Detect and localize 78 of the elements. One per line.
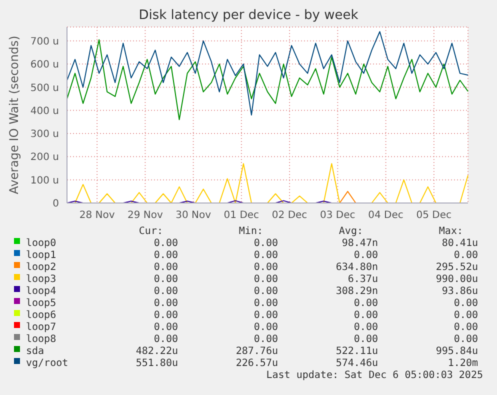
text: 0.00 — [154, 310, 178, 321]
text: 295.52u — [436, 262, 478, 273]
legend-label: vg/root — [26, 358, 68, 369]
text: 0.00 — [454, 250, 478, 261]
text: 6.37u — [348, 274, 378, 285]
text: 0.00 — [354, 298, 378, 309]
legend-label: loop7 — [26, 322, 56, 333]
x-tick-label: 01 Dec — [224, 210, 260, 222]
y-axis-title: Average IO Wait (seconds) — [7, 36, 21, 194]
legend-label: loop0 — [26, 238, 56, 249]
x-tick-label: 05 Dec — [416, 210, 452, 222]
text: 0.00 — [454, 310, 478, 321]
legend-label: sda — [26, 346, 44, 357]
text: 93.86u — [442, 286, 478, 297]
text: 0.00 — [254, 322, 278, 333]
text: Max: — [438, 226, 463, 237]
text: Min: — [238, 226, 263, 237]
text: 0.00 — [254, 334, 278, 345]
text: Last update: Sat Dec 6 05:00:03 2025 — [266, 370, 483, 381]
text: 308.29n — [336, 286, 378, 297]
x-tick-label: 28 Nov — [79, 210, 115, 222]
text: 0.00 — [254, 286, 278, 297]
text: 226.57u — [236, 358, 278, 369]
legend-label: loop8 — [26, 334, 56, 345]
text: 634.80n — [336, 262, 378, 273]
text: 995.84u — [436, 346, 478, 357]
text: Cur: — [138, 226, 163, 237]
text: 0.00 — [354, 250, 378, 261]
text: 98.47n — [342, 238, 378, 249]
text: 0.00 — [154, 298, 178, 309]
x-tick-label: 04 Dec — [368, 210, 404, 222]
chart-title: Disk latency per device - by week — [138, 8, 360, 23]
x-tick-label: 02 Dec — [272, 210, 308, 222]
y-tick-label: 700 u — [30, 36, 59, 48]
legend-label: loop1 — [26, 250, 56, 261]
y-tick-label: 600 u — [30, 60, 59, 71]
text: 574.46u — [336, 358, 378, 369]
text: 287.76u — [236, 346, 278, 357]
text: 482.22u — [136, 346, 178, 357]
text: 0.00 — [354, 310, 378, 321]
legend-label: loop3 — [26, 274, 56, 285]
text: 0.00 — [254, 274, 278, 285]
x-tick-label: 29 Nov — [127, 210, 163, 222]
legend-label: loop4 — [26, 286, 56, 297]
legend-label: loop6 — [26, 310, 56, 321]
text: 0.00 — [154, 238, 178, 249]
text: 551.80u — [136, 358, 178, 369]
y-tick-label: 400 u — [30, 106, 59, 117]
legend-label: loop5 — [26, 298, 56, 309]
text: 0.00 — [254, 250, 278, 261]
text: 0.00 — [154, 334, 178, 345]
text: 990.00u — [436, 274, 478, 285]
y-tick-label: 300 u — [30, 129, 59, 140]
x-tick-label: 30 Nov — [176, 210, 212, 222]
y-tick-label: 100 u — [30, 175, 59, 186]
text: 0.00 — [254, 298, 278, 309]
text: 0.00 — [154, 262, 178, 273]
text: 80.41u — [442, 238, 478, 249]
text: 0.00 — [254, 238, 278, 249]
text: 0.00 — [154, 322, 178, 333]
text: 0.00 — [454, 298, 478, 309]
text: 1.20m — [448, 358, 478, 369]
text: Avg: — [338, 226, 363, 237]
text: 0.00 — [454, 334, 478, 345]
text: 0.00 — [154, 286, 178, 297]
text: 0.00 — [254, 310, 278, 321]
text: 0.00 — [254, 262, 278, 273]
text: 0.00 — [154, 274, 178, 285]
text: 0.00 — [454, 322, 478, 333]
text: 522.11u — [336, 346, 378, 357]
y-tick-label: 200 u — [30, 152, 59, 164]
legend-label: loop2 — [26, 262, 56, 273]
y-tick-label: 0 — [52, 198, 59, 210]
y-tick-label: 500 u — [30, 82, 59, 94]
x-tick-label: 03 Dec — [320, 210, 356, 222]
text: 0.00 — [354, 334, 378, 345]
text: 0.00 — [154, 250, 178, 261]
text: 0.00 — [354, 322, 378, 333]
